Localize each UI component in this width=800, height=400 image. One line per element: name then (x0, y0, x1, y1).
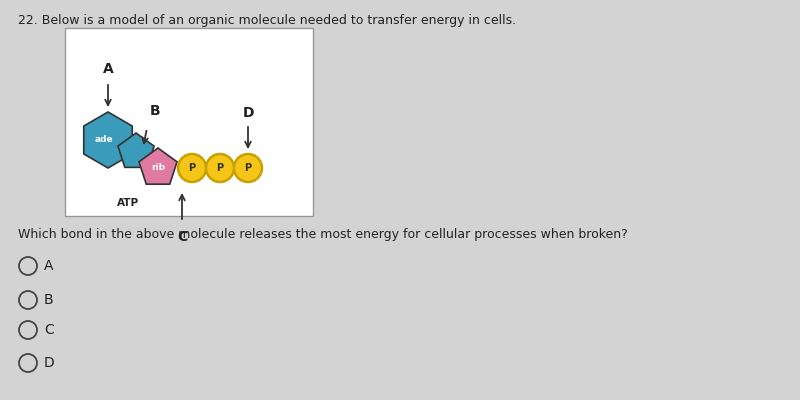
Polygon shape (139, 148, 177, 184)
Text: rib: rib (151, 164, 165, 172)
Text: A: A (102, 62, 114, 76)
Circle shape (206, 154, 234, 182)
Text: D: D (44, 356, 54, 370)
Text: B: B (44, 293, 54, 307)
Text: Which bond in the above molecule releases the most energy for cellular processes: Which bond in the above molecule release… (18, 228, 628, 241)
Text: B: B (150, 104, 160, 118)
Polygon shape (118, 133, 154, 167)
Text: C: C (44, 323, 54, 337)
Text: P: P (245, 163, 251, 173)
Text: ade: ade (94, 136, 114, 144)
FancyBboxPatch shape (65, 28, 313, 216)
Text: P: P (189, 163, 195, 173)
Text: 22. Below is a model of an organic molecule needed to transfer energy in cells.: 22. Below is a model of an organic molec… (18, 14, 516, 27)
Text: ATP: ATP (117, 198, 139, 208)
Polygon shape (84, 112, 132, 168)
Text: D: D (242, 106, 254, 120)
Circle shape (234, 154, 262, 182)
Text: A: A (44, 259, 54, 273)
Text: C: C (177, 230, 187, 244)
Circle shape (178, 154, 206, 182)
Text: P: P (217, 163, 223, 173)
